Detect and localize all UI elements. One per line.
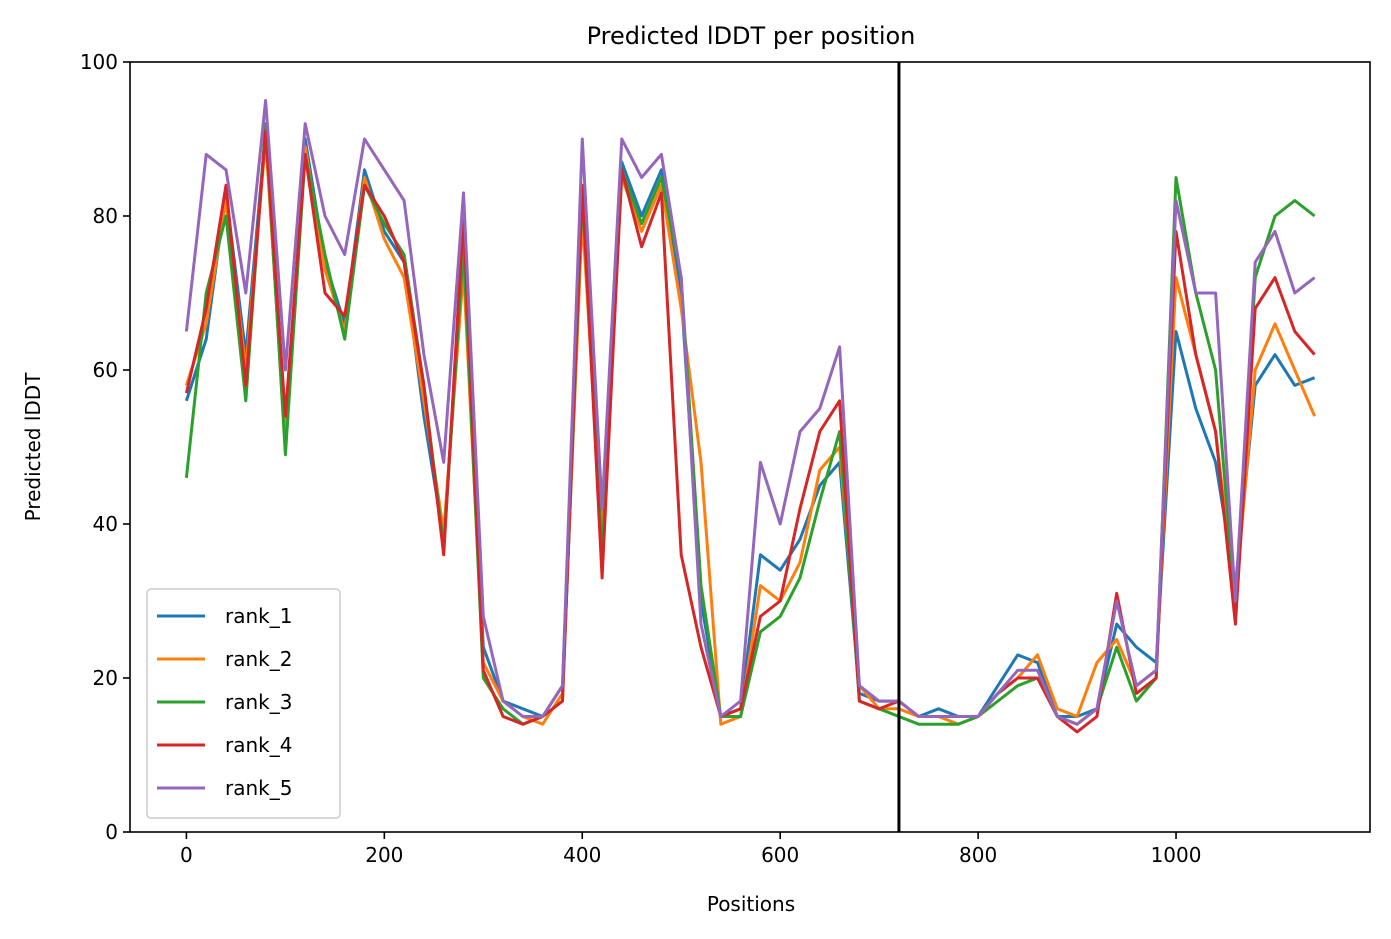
legend-box <box>146 588 341 819</box>
series-line-rank-3 <box>184 122 1316 726</box>
legend-label: rank_3 <box>225 690 292 714</box>
x-tick-label: 1000 <box>1151 843 1202 867</box>
legend-label: rank_2 <box>225 647 292 671</box>
plot-area <box>129 61 1371 833</box>
x-tick-label: 0 <box>180 843 193 867</box>
chart-title: Predicted lDDT per position <box>587 22 916 50</box>
y-tick-label: 60 <box>93 358 118 382</box>
x-axis: 0 200 400 600 800 1000 <box>180 832 1201 867</box>
y-tick-label: 80 <box>93 204 118 228</box>
legend: rank_1 rank_2 rank_3 rank_4 rank_5 <box>146 588 341 819</box>
x-tick-label: 200 <box>365 843 403 867</box>
y-tick-label: 20 <box>93 666 118 690</box>
y-axis: 0 20 40 60 80 100 <box>80 50 130 844</box>
x-tick-label: 400 <box>563 843 601 867</box>
legend-label: rank_4 <box>225 733 292 757</box>
series-line-rank-2 <box>184 137 1316 726</box>
y-tick-label: 100 <box>80 50 118 74</box>
x-axis-title: Positions <box>707 892 795 916</box>
series-line-rank-1 <box>184 129 1316 718</box>
y-axis-title: Predicted lDDT <box>21 372 45 522</box>
series-line-rank-5 <box>184 99 1316 726</box>
series-group <box>184 99 1316 734</box>
x-tick-label: 800 <box>959 843 997 867</box>
legend-label: rank_1 <box>225 604 292 628</box>
y-tick-label: 0 <box>105 820 118 844</box>
legend-label: rank_5 <box>225 776 292 800</box>
y-tick-label: 40 <box>93 512 118 536</box>
x-tick-label: 600 <box>761 843 799 867</box>
plot-frame <box>129 61 1371 833</box>
